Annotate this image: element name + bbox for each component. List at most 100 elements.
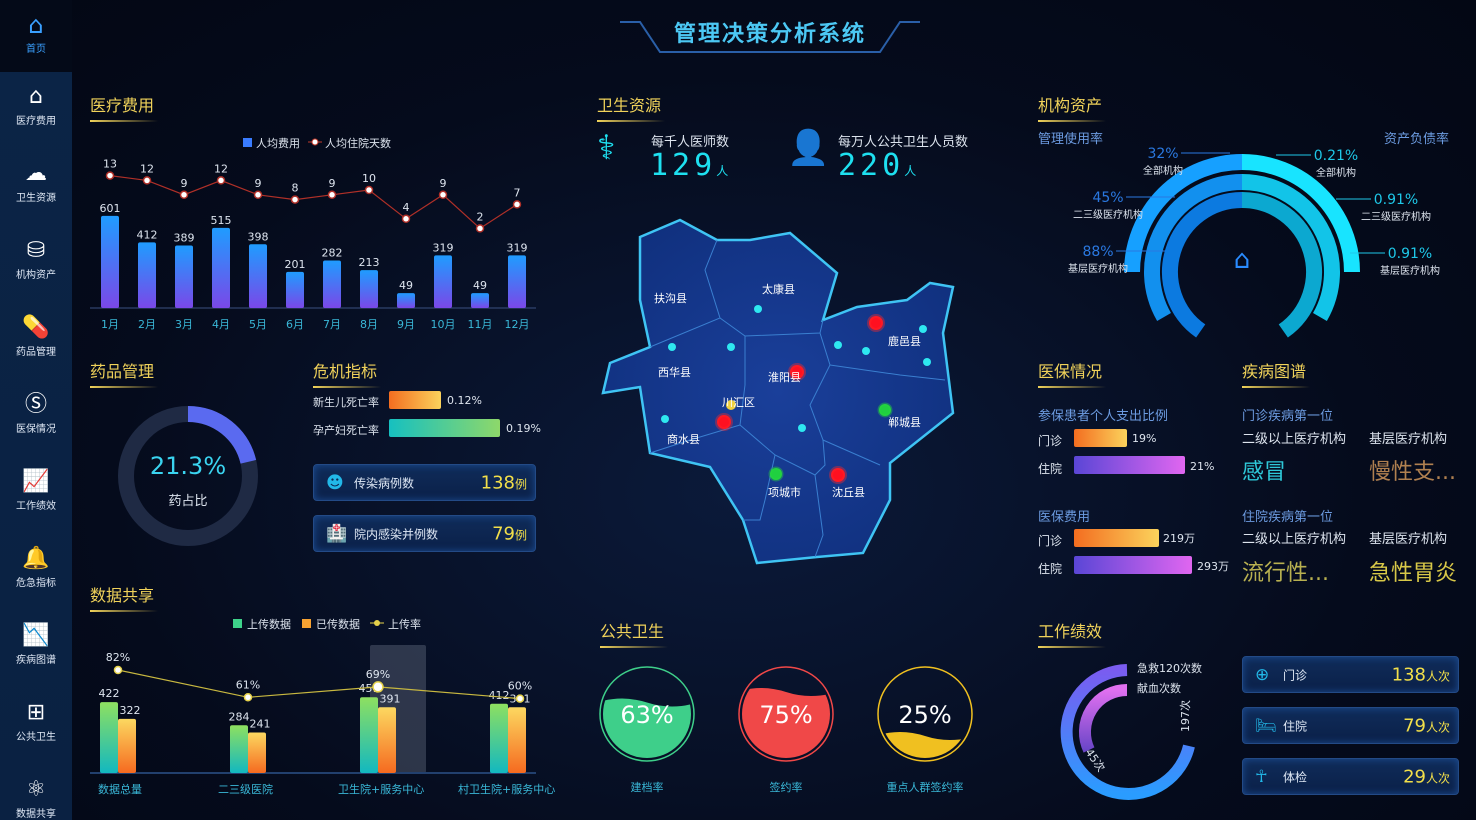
bar-label: 门诊 [1038, 434, 1063, 448]
sidebar-item-label: 医疗费用 [16, 116, 56, 127]
sidebar-home[interactable]: ⌂ 首页 [0, 0, 72, 72]
gauge-value: 25% [898, 701, 951, 729]
point-days [105, 171, 115, 180]
point-label: 9 [181, 177, 188, 190]
col-label: 二级以上医疗机构 [1242, 432, 1347, 447]
rate-label: 孕产妇死亡率 [313, 424, 379, 437]
bar-label: 住院 [1038, 462, 1063, 476]
usage-arc [1144, 174, 1243, 321]
cost-title: 医保费用 [1038, 510, 1091, 525]
gauge-ring [738, 666, 834, 762]
bar-upload [360, 697, 378, 773]
point-days [142, 176, 152, 185]
point-rate [515, 694, 525, 703]
sidebar-item-2[interactable]: ⛁ 机构资产 [0, 236, 72, 281]
x-tick: 1月 [101, 318, 119, 331]
x-tick: 3月 [175, 318, 193, 331]
usage-value: 32% [1147, 146, 1178, 162]
hospital-infection-card[interactable]: 🏥 院内感染并例数 79例 [313, 515, 536, 552]
county-label[interactable]: 淮阳县 [768, 371, 801, 384]
bar-cost [397, 293, 415, 308]
debt-rate-title: 资产负债率 [1384, 132, 1450, 147]
drug-ratio-donut [118, 406, 258, 546]
facility-dot-green [768, 466, 784, 482]
medical-cost-chart: 人均费用 人均住院天数6011月4122月3893月5154月3985月2016月… [90, 136, 536, 331]
legend-cost: 人均费用 [256, 137, 300, 150]
facility-dot-cyan [727, 343, 735, 351]
bar-cost [286, 271, 304, 308]
debt-label: 全部机构 [1316, 166, 1356, 179]
point-days [438, 190, 448, 200]
sidebar-item-8[interactable]: ⊞ 公共卫生 [0, 698, 72, 743]
gauge-value: 63% [620, 701, 673, 729]
sidebar-item-1[interactable]: ☁ 卫生资源 [0, 159, 72, 204]
water-fill [742, 688, 830, 758]
debt-arc [1241, 174, 1340, 321]
gauge-value: 75% [759, 701, 812, 729]
county-label[interactable]: 太康县 [762, 283, 795, 296]
bar-label: 284 [229, 710, 250, 723]
legend-label: 已传数据 [316, 617, 360, 631]
sidebar-item-7[interactable]: 📉 疾病图谱 [0, 621, 72, 666]
section-assets: 机构资产 [1038, 92, 1107, 122]
inpatient-card[interactable]: 🛏 住院 79人次 [1242, 707, 1459, 744]
point-label: 9 [440, 177, 447, 190]
bar-cost [508, 255, 526, 308]
bar-label: 319 [507, 241, 528, 254]
section-public-health: 公共卫生 [600, 618, 669, 648]
checkup-card[interactable]: ☥ 体检 29人次 [1242, 758, 1459, 795]
sidebar-item-label: 工作绩效 [16, 501, 56, 512]
sidebar-item-9[interactable]: ⚛ 数据共享 [0, 775, 72, 820]
county-label[interactable]: 项城市 [768, 486, 801, 499]
infection-card[interactable]: ☻ 传染病例数 138例 [313, 464, 536, 501]
legend-emergency: 急救120次数 [1137, 662, 1202, 675]
newborn-rate-bar [389, 391, 441, 409]
point-days [475, 224, 485, 233]
point-days [364, 185, 374, 195]
sidebar-item-3[interactable]: 💊 药品管理 [0, 313, 72, 358]
si-icon: Ⓢ [24, 392, 47, 417]
x-tick: 2月 [138, 318, 156, 331]
card-value: 79人次 [1403, 715, 1450, 736]
sidebar-item-5[interactable]: 📈 工作绩效 [0, 467, 72, 512]
x-tick: 二三级医院 [218, 782, 273, 796]
point-days [179, 190, 189, 200]
bar-label: 515 [211, 214, 232, 227]
bar-cost [471, 293, 489, 308]
outpatient-ratio-bar [1074, 429, 1127, 447]
county-label[interactable]: 郸城县 [888, 416, 921, 429]
outpatient-card[interactable]: ⊕ 门诊 138人次 [1242, 656, 1459, 693]
point-rate [113, 665, 123, 675]
county-label[interactable]: 沈丘县 [832, 486, 865, 499]
sidebar-item-0[interactable]: ⌂ 医疗费用 [0, 82, 72, 127]
sidebar-item-6[interactable]: 🔔 危急指标 [0, 544, 72, 589]
card-label: 住院 [1283, 719, 1308, 733]
point-label: 2 [477, 210, 484, 223]
county-label[interactable]: 扶沟县 [654, 292, 687, 305]
bar-value: 21% [1190, 460, 1215, 473]
facility-dot-cyan [668, 343, 676, 351]
county-label[interactable]: 川汇区 [722, 396, 755, 409]
outpatient-cost-bar [1074, 529, 1159, 547]
bar-value: 19% [1132, 432, 1157, 445]
county-label[interactable]: 商水县 [667, 433, 700, 446]
facility-dot-red [715, 413, 733, 431]
disease-value: 急性胃炎 [1369, 561, 1458, 586]
share-icon: ⚛ [26, 777, 46, 802]
line-chart-icon: 📈 [22, 469, 50, 494]
point-rate [372, 681, 384, 693]
county-label[interactable]: 西华县 [658, 366, 691, 379]
sidebar-item-4[interactable]: Ⓢ 医保情况 [0, 390, 72, 435]
facility-dot-cyan [754, 305, 762, 313]
nurse-icon: 👤 [787, 128, 830, 168]
x-tick: 卫生院+服务中心 [338, 782, 424, 796]
cloud-icon: ☁ [25, 161, 47, 186]
bar-cost [249, 244, 267, 308]
water-gauge: 63% [599, 666, 695, 762]
debt-value: 0.91% [1388, 246, 1432, 262]
staff-label: 每万人公共卫生人员数 [838, 135, 969, 150]
county-label[interactable]: 鹿邑县 [888, 335, 921, 348]
card-label: 院内感染并例数 [354, 527, 439, 541]
disease-value: 流行性... [1242, 561, 1329, 586]
